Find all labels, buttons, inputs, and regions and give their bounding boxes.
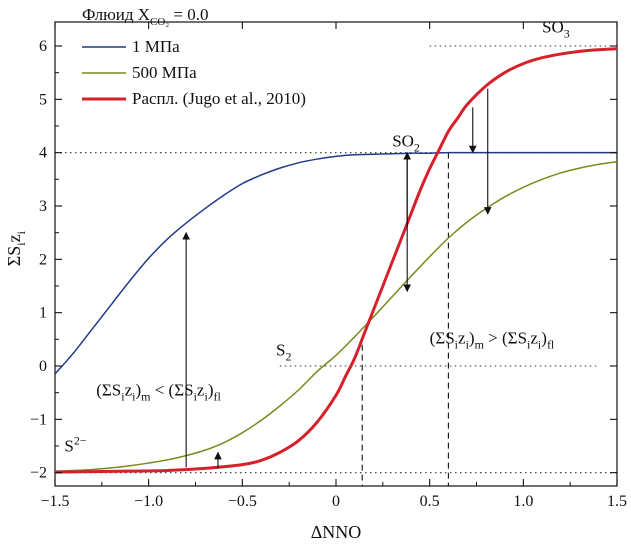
legend-label-1mpa: 1 МПа <box>132 37 180 56</box>
x-axis-label: ΔNNO <box>311 522 362 542</box>
series-lines <box>54 47 618 474</box>
axes: −1.5 −1.0 −0.5 0 0.5 1.0 1.5 −2 −1 0 1 2 3 4 5 6 ΔNNO ΣSi… <box>4 22 627 542</box>
reference-lines <box>55 45 617 486</box>
annotation-ineq-left: (ΣSizi)m < (ΣSizi)fl <box>96 380 221 403</box>
annotations: SO3 SO2 S2 S2− (ΣSizi)m < (ΣSizi)fl (ΣSizi)m … <box>64 18 569 456</box>
x-tick-label: 0.5 <box>420 493 440 510</box>
legend-label-melt: Распл. (Jugo et al., 2010) <box>132 89 306 108</box>
y-tick-label: 6 <box>39 38 47 55</box>
x-tick-label: 0 <box>332 493 340 510</box>
x-tick-label: −1.0 <box>134 493 163 510</box>
y-tick-label: 3 <box>39 198 47 215</box>
y-tick-label: 0 <box>39 358 47 375</box>
series-line-1mpa <box>54 151 617 375</box>
x-tick-label: 1.0 <box>513 493 533 510</box>
legend-label-500mpa: 500 МПа <box>132 63 197 82</box>
annotation-s2: S2 <box>276 340 291 363</box>
y-tick-label: −2 <box>30 465 47 482</box>
y-tick-label: 2 <box>39 251 47 268</box>
annotation-so2: SO2 <box>392 131 420 154</box>
x-tick-label: −0.5 <box>228 493 257 510</box>
y-tick-label: 1 <box>39 305 47 322</box>
x-tick-label: 1.5 <box>607 493 627 510</box>
annotation-so3: SO3 <box>542 18 570 41</box>
legend-title: Флюид XCO₂ = 0.0 <box>82 5 209 28</box>
series-line-melt <box>54 47 618 474</box>
annotation-ineq-right: (ΣSizi)m > (ΣSizi)fl <box>430 329 555 352</box>
y-tick-label: 4 <box>39 145 47 162</box>
legend: Флюид XCO₂ = 0.0 1 МПа 500 МПа Распл. (J… <box>82 5 306 108</box>
y-tick-label: −1 <box>30 411 47 428</box>
x-tick-label: −1.5 <box>40 493 69 510</box>
annotation-s2minus: S2− <box>64 433 86 455</box>
arrows <box>182 88 492 469</box>
series-line-500mpa <box>54 160 618 472</box>
y-axis-label: ΣSizi <box>4 230 28 266</box>
y-tick-label: 5 <box>39 91 47 108</box>
